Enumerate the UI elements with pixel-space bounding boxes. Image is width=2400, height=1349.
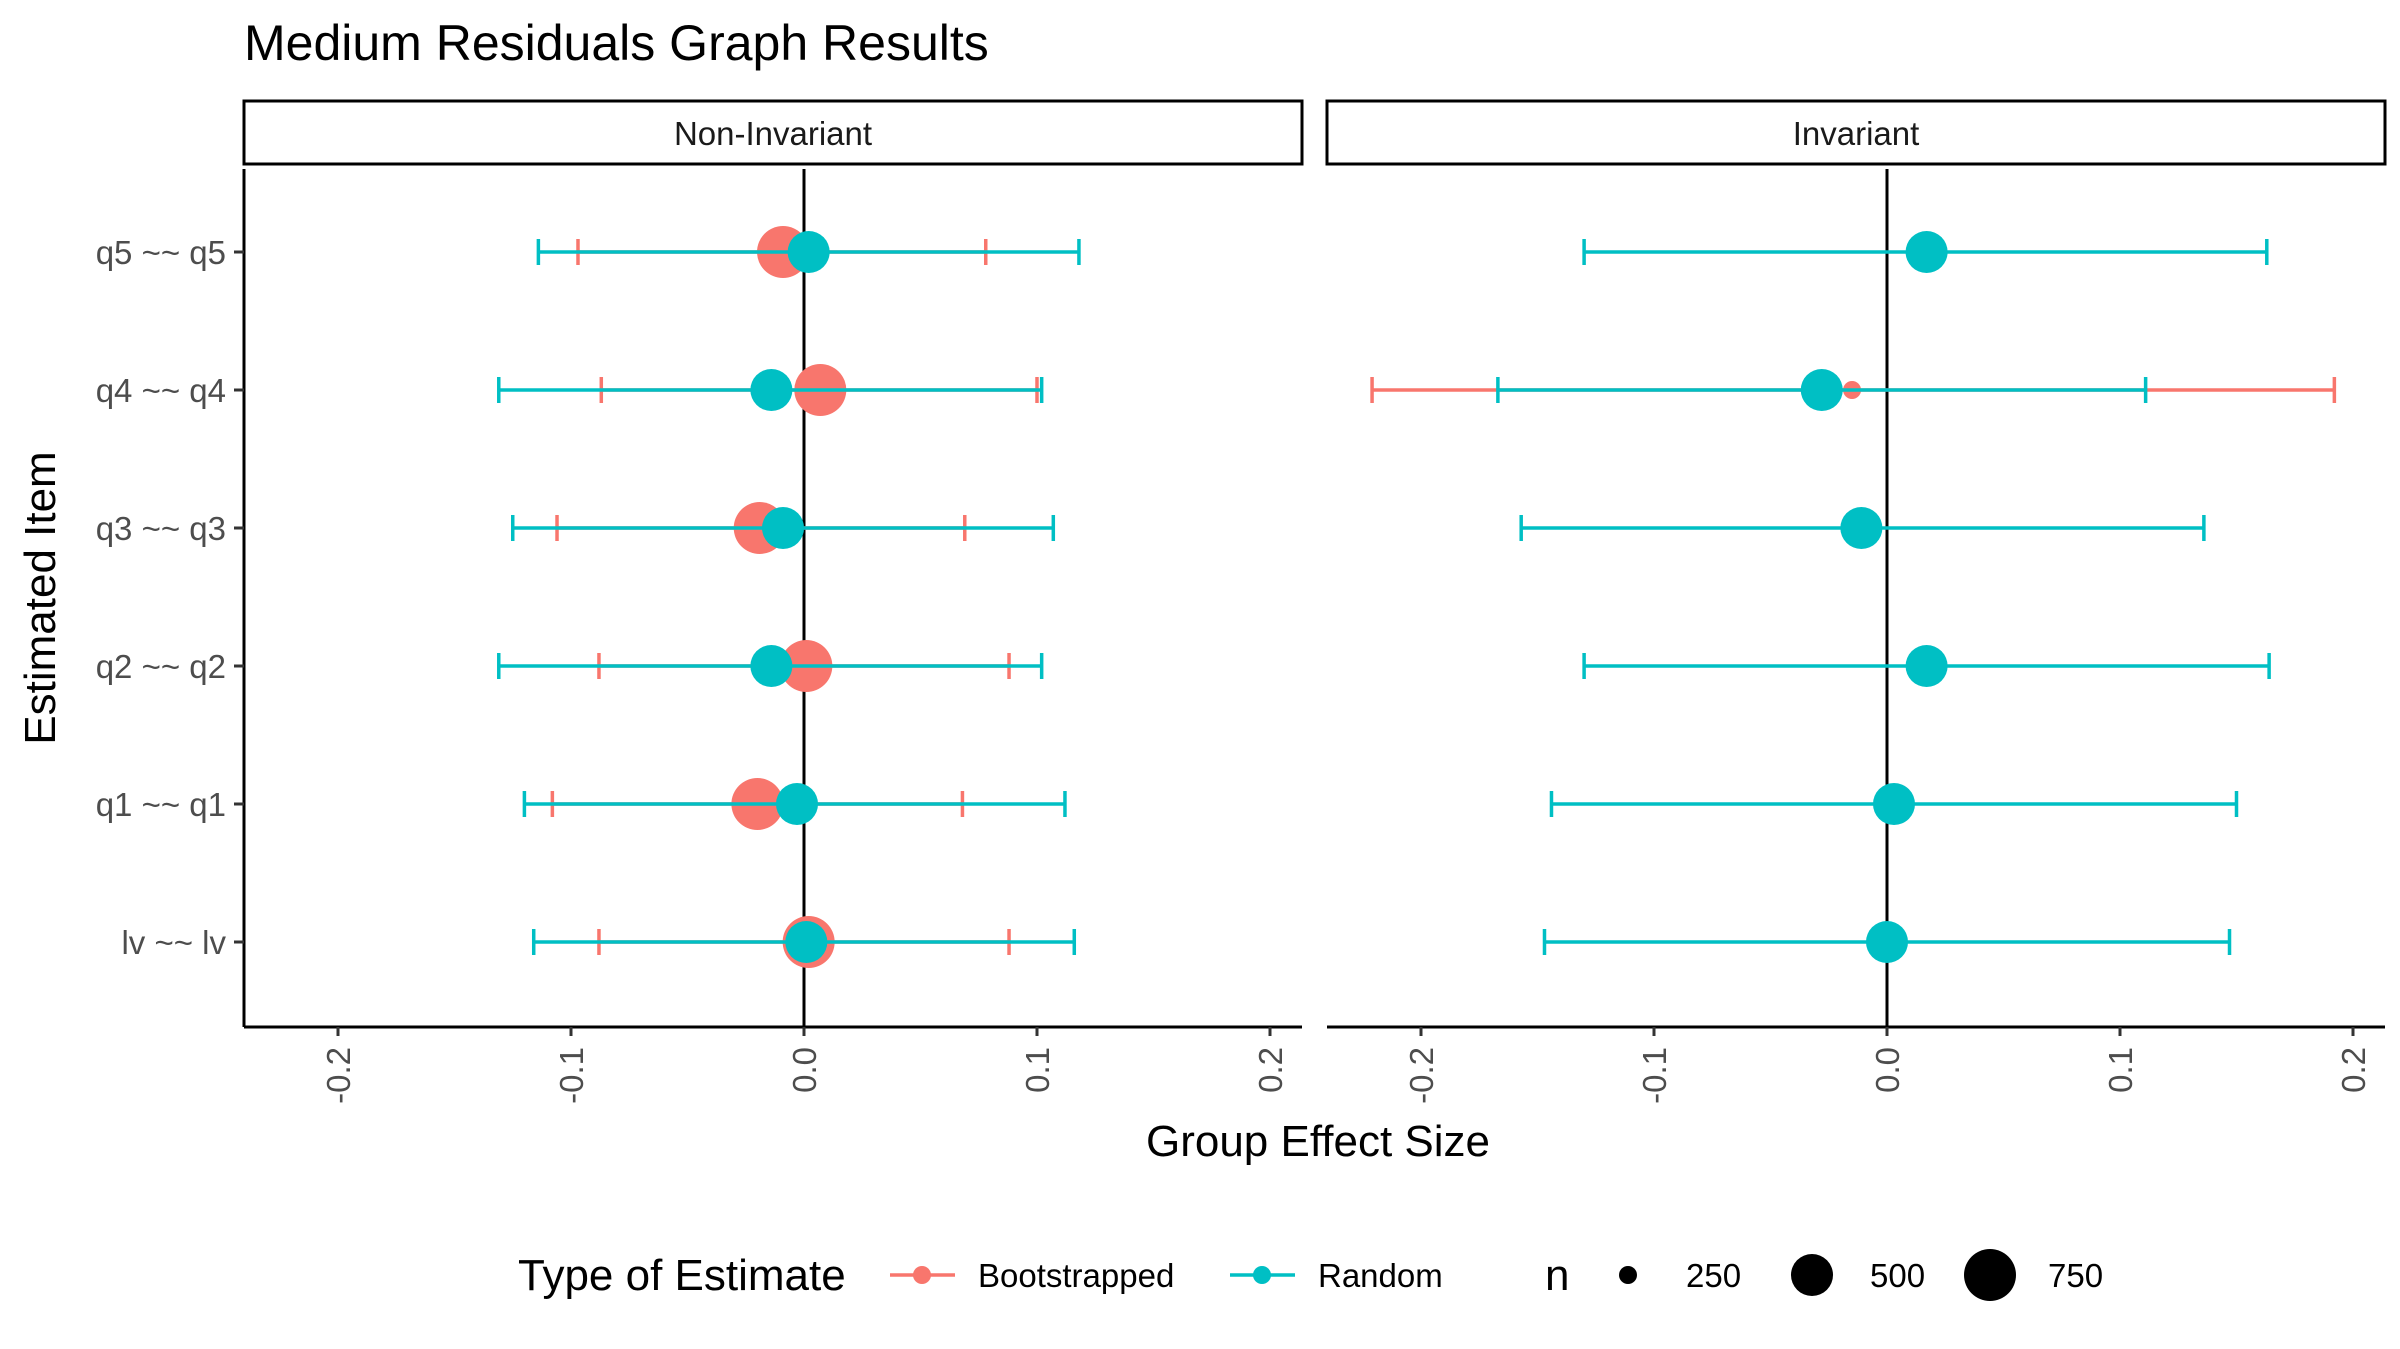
data-point-q5-q5 xyxy=(536,230,1081,274)
legend-entry-bootstrapped: Bootstrapped xyxy=(890,1257,1174,1294)
chart-title: Medium Residuals Graph Results xyxy=(244,15,989,71)
y-axis-title: Estimated Item xyxy=(16,451,65,744)
point-marker xyxy=(750,368,793,412)
x-tick-label: -0.1 xyxy=(1636,1047,1673,1104)
x-tick-label: -0.2 xyxy=(1403,1047,1440,1104)
y-tick-label: lv ~~ lv xyxy=(121,924,226,961)
legend-size-title: n xyxy=(1545,1251,1569,1300)
point-marker xyxy=(1840,506,1883,550)
panel-non-invariant: Non-Invariant -0.2 -0.1 0.0 0.1 0.2 xyxy=(242,99,1304,1104)
panel-strip-label: Non-Invariant xyxy=(674,115,872,152)
y-tick-label: q4 ~~ q4 xyxy=(96,372,226,409)
legend-key-dot xyxy=(1253,1266,1271,1284)
data-point-q2-q2 xyxy=(497,644,1044,688)
data-point-q4-q4 xyxy=(497,368,1044,412)
x-axis-title: Group Effect Size xyxy=(1146,1117,1490,1166)
legend-key-dot xyxy=(913,1266,931,1284)
series-random xyxy=(497,230,1081,964)
y-tick-label: q1 ~~ q1 xyxy=(96,786,226,823)
point-marker xyxy=(1865,920,1909,964)
panel-invariant: Invariant -0.2 -0.1 0.0 0.1 0.2 xyxy=(1325,99,2387,1104)
y-tick-label: q5 ~~ q5 xyxy=(96,234,226,271)
panel-strip xyxy=(1325,99,2387,166)
data-point-q4-q4 xyxy=(1496,368,2148,412)
legend-size-dot xyxy=(1619,1266,1637,1284)
data-point-q2-q2 xyxy=(1582,644,2271,688)
point-marker xyxy=(787,230,830,274)
x-tick-label: 0.1 xyxy=(1019,1047,1056,1093)
x-tick-label: 0.0 xyxy=(1869,1047,1906,1093)
data-point-q1-q1 xyxy=(522,782,1067,826)
y-axis-ticks: lv ~~ lv q1 ~~ q1 q2 ~~ q2 q3 ~~ q3 q4 ~~ q4… xyxy=(96,234,244,961)
point-marker xyxy=(1905,644,1948,688)
point-marker xyxy=(775,782,819,826)
data-point-lv-lv xyxy=(531,920,1077,964)
data-point-q3-q3 xyxy=(1519,506,2206,550)
legend-size-entry: 500 xyxy=(1790,1253,1925,1297)
legend-label: 750 xyxy=(2048,1257,2103,1294)
panel-strip-label: Invariant xyxy=(1793,115,1920,152)
legend-label: Bootstrapped xyxy=(978,1257,1174,1294)
data-point-q1-q1 xyxy=(1549,782,2239,826)
legend-label: 500 xyxy=(1870,1257,1925,1294)
legend-size-entry: 250 xyxy=(1619,1257,1741,1294)
x-tick-label: 0.2 xyxy=(1252,1047,1289,1093)
data-point-lv-lv xyxy=(1542,920,2232,964)
legend-size-dot xyxy=(1964,1249,2016,1301)
point-marker xyxy=(1905,230,1948,274)
x-tick-label: -0.2 xyxy=(320,1047,357,1104)
legend-size-entry: 750 xyxy=(1964,1249,2103,1301)
panel-strip xyxy=(242,99,1304,166)
data-point-q5-q5 xyxy=(1582,230,2269,274)
legend-label: Random xyxy=(1318,1257,1443,1294)
legend: Type of Estimate Bootstrapped Random n 250 50… xyxy=(518,1249,2103,1301)
point-marker xyxy=(750,644,793,688)
panels: Non-Invariant -0.2 -0.1 0.0 0.1 0.2 Invariant -… xyxy=(242,99,2387,1104)
legend-label: 250 xyxy=(1686,1257,1741,1294)
point-marker xyxy=(1800,368,1843,412)
legend-entry-random: Random xyxy=(1230,1257,1443,1294)
legend-color-title: Type of Estimate xyxy=(518,1251,846,1300)
point-marker xyxy=(762,506,805,550)
series-random xyxy=(1496,230,2271,964)
x-tick-label: 0.2 xyxy=(2335,1047,2372,1093)
x-tick-label: 0.0 xyxy=(786,1047,823,1093)
point-marker xyxy=(785,920,828,964)
data-point-q3-q3 xyxy=(511,506,1056,550)
x-tick-label: -0.1 xyxy=(553,1047,590,1104)
series-bootstrapped xyxy=(550,226,1039,968)
y-tick-label: q3 ~~ q3 xyxy=(96,510,226,547)
point-marker xyxy=(1872,782,1916,826)
x-tick-label: 0.1 xyxy=(2102,1047,2139,1093)
legend-size-dot xyxy=(1790,1253,1834,1297)
y-tick-label: q2 ~~ q2 xyxy=(96,648,226,685)
